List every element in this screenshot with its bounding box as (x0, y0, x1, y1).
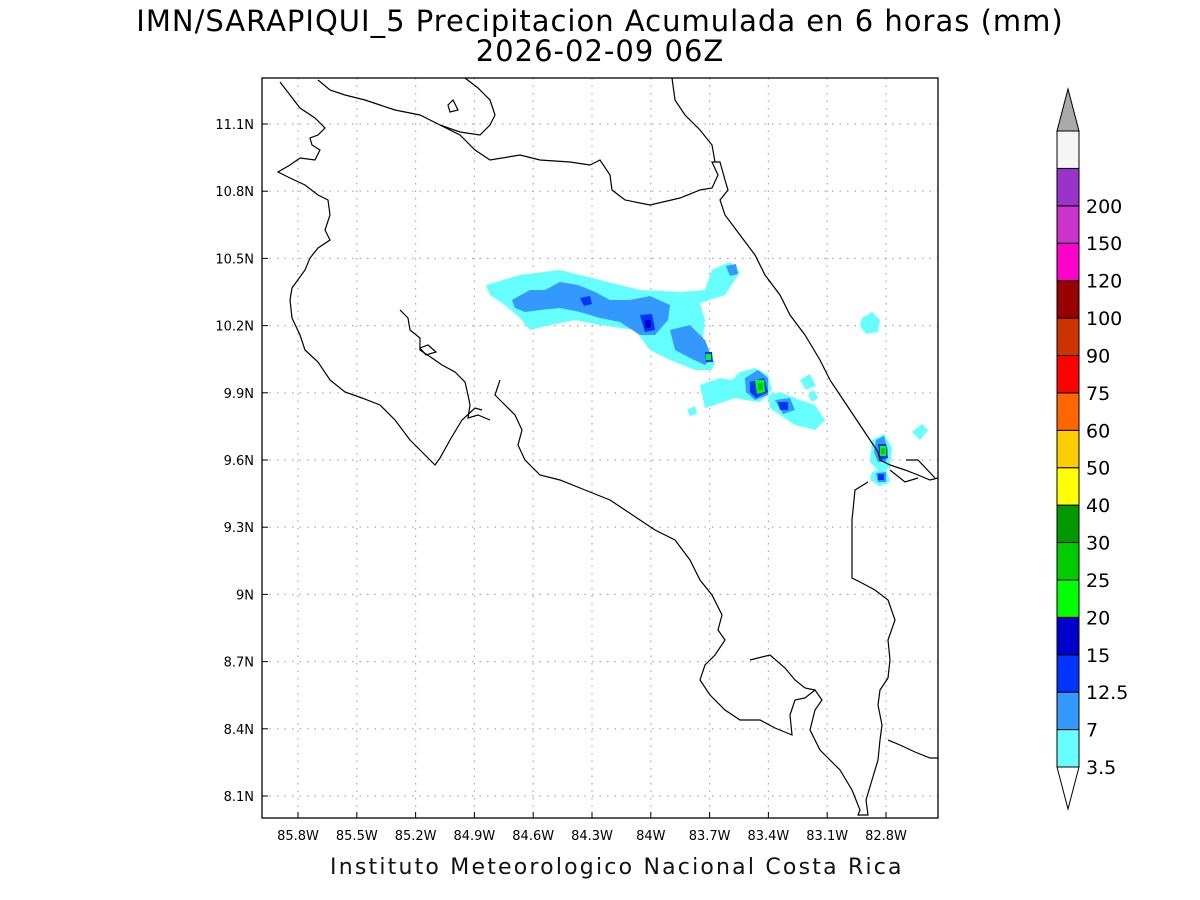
colorbar-label: 150 (1086, 233, 1122, 255)
colorbar-swatch (1056, 392, 1080, 431)
colorbar-label: 20 (1086, 607, 1110, 629)
colorbar-swatch (1056, 167, 1080, 207)
x-tick-label: 83.7W (689, 829, 731, 844)
colorbar-label: 40 (1086, 495, 1110, 517)
colorbar-swatch (1056, 504, 1080, 544)
y-tick-label: 11.1N (215, 118, 254, 133)
colorbar-swatch (1056, 205, 1080, 244)
colorbar-swatch (1056, 542, 1080, 581)
colorbar-label: 15 (1086, 645, 1110, 667)
x-tick-label: 84.6W (512, 829, 554, 844)
precip-field (486, 262, 928, 486)
coastline (276, 77, 939, 816)
x-tick-label: 84.9W (453, 829, 495, 844)
colorbar-legend: 3.5 7 12.5 15 20 25 30 40 50 60 75 90 100 120 150 200 (1056, 87, 1128, 811)
x-tick-label: 85.5W (336, 829, 378, 844)
colorbar-label: 50 (1086, 458, 1110, 480)
colorbar-label: 120 (1086, 271, 1122, 293)
y-tick-label: 9.3N (224, 521, 254, 536)
x-tick-label: 84.3W (571, 829, 613, 844)
colorbar-swatch (1056, 354, 1080, 394)
colorbar-lower-arrow (1056, 766, 1080, 811)
colorbar-swatch (1056, 691, 1080, 731)
colorbar-swatch (1056, 616, 1080, 656)
colorbar-swatch (1056, 729, 1080, 768)
y-tick-label: 10.2N (215, 320, 254, 335)
map-datetime: 2026-02-09 06Z (475, 34, 725, 68)
colorbar-swatch (1056, 130, 1080, 169)
y-tick-label: 9.9N (224, 387, 254, 402)
colorbar-label: 60 (1086, 420, 1110, 442)
x-tick-label: 84W (636, 829, 666, 844)
colorbar-label: 30 (1086, 533, 1110, 555)
colorbar-label: 25 (1086, 570, 1110, 592)
colorbar-upper-arrow (1056, 87, 1080, 132)
colorbar-swatch (1056, 467, 1080, 506)
y-tick-label: 10.8N (215, 185, 254, 200)
colorbar-swatch (1056, 579, 1080, 618)
colorbar-swatch (1056, 317, 1080, 356)
colorbar-swatch (1056, 280, 1080, 319)
colorbar-label: 12.5 (1086, 682, 1128, 704)
x-tick-label: 85.2W (395, 829, 437, 844)
y-tick-label: 10.5N (215, 252, 254, 267)
colorbar-swatch (1056, 429, 1080, 469)
x-tick-label: 85.8W (277, 829, 319, 844)
y-tick-label: 8.7N (224, 656, 254, 671)
map-frame (261, 77, 939, 819)
grid-lines: 85.8W 85.5W 85.2W 84.9W 84.6W 84.3W 84W 83.7W 83… (215, 78, 938, 844)
colorbar-label: 3.5 (1086, 757, 1116, 779)
colorbar-label: 200 (1086, 196, 1122, 218)
colorbar-label: 100 (1086, 308, 1122, 330)
colorbar-label: 90 (1086, 345, 1110, 367)
precip-20 (706, 354, 886, 456)
colorbar-swatch (1056, 242, 1080, 282)
x-tick-label: 83.4W (747, 829, 789, 844)
y-tick-label: 8.1N (224, 790, 254, 805)
colorbar-swatch (1056, 654, 1080, 693)
y-tick-label: 9.6N (224, 454, 254, 469)
colorbar-label: 7 (1086, 720, 1098, 742)
map-title: IMN/SARAPIQUI_5 Precipitacion Acumulada … (136, 4, 1064, 38)
x-tick-label: 82.8W (865, 829, 907, 844)
x-tick-label: 83.1W (806, 829, 848, 844)
footer-credit: Instituto Meteorologico Nacional Costa R… (330, 855, 904, 880)
colorbar-label: 75 (1086, 383, 1110, 405)
y-tick-label: 9N (236, 588, 254, 603)
y-tick-label: 8.4N (224, 723, 254, 738)
